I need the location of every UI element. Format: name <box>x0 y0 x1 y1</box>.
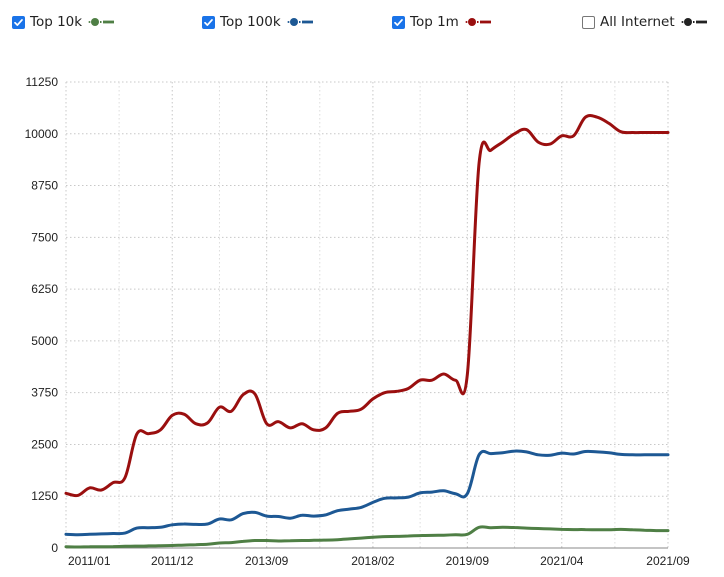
x-tick-label: 2013/09 <box>245 554 289 568</box>
checkbox-checked-icon[interactable] <box>202 15 215 29</box>
x-tick-label: 2011/12 <box>151 554 194 568</box>
grid <box>65 81 669 549</box>
legend-label: Top 1m <box>410 14 459 30</box>
legend-item-top-1m[interactable]: Top 1m <box>392 13 491 31</box>
legend-item-all-internet[interactable]: All Internet <box>582 13 707 31</box>
legend-label: Top 10k <box>30 14 83 30</box>
y-tick-label: 2500 <box>31 437 58 451</box>
y-tick-label: 3750 <box>31 386 58 400</box>
series-line-top-10k[interactable] <box>64 525 670 549</box>
x-axis: 2011/01 2011/12 2013/09 2018/02 2019/09 2021/… <box>68 554 690 568</box>
legend-item-top-100k[interactable]: Top 100k <box>202 13 313 31</box>
y-tick-label: 0 <box>51 541 58 555</box>
x-tick-label: 2021/09 <box>646 554 690 568</box>
series-line-top-100k[interactable] <box>64 449 670 537</box>
y-tick-label: 10000 <box>25 127 59 141</box>
series-line-dot-icon <box>88 18 115 26</box>
y-tick-label: 1250 <box>31 489 58 503</box>
checkbox-unchecked-icon[interactable] <box>582 15 595 29</box>
series-line-dot-icon <box>287 18 313 26</box>
y-tick-label: 5000 <box>31 334 58 348</box>
x-tick-label: 2021/04 <box>540 554 584 568</box>
y-tick-label: 7500 <box>31 230 58 244</box>
legend-label: Top 100k <box>220 14 281 30</box>
legend-item-top-10k[interactable]: Top 10k <box>12 13 115 31</box>
checkbox-checked-icon[interactable] <box>392 15 405 29</box>
x-tick-label: 2019/09 <box>446 554 490 568</box>
y-tick-label: 11250 <box>26 75 59 89</box>
series-lines <box>64 113 670 549</box>
checkbox-checked-icon[interactable] <box>12 15 25 29</box>
x-tick-label: 2018/02 <box>351 554 395 568</box>
series-line-dot-icon <box>681 18 707 26</box>
series-line-dot-icon <box>465 18 491 26</box>
y-tick-label: 6250 <box>31 282 58 296</box>
y-axis: 11250 10000 8750 7500 6250 5000 3750 2500 1250 0 <box>25 75 59 555</box>
legend-label: All Internet <box>600 14 675 30</box>
y-tick-label: 8750 <box>31 179 58 193</box>
x-tick-label: 2011/01 <box>68 554 111 568</box>
series-line-top-1m[interactable] <box>64 113 670 498</box>
legend: Top 10k Top 100k Top 1m All Internet <box>0 0 724 44</box>
